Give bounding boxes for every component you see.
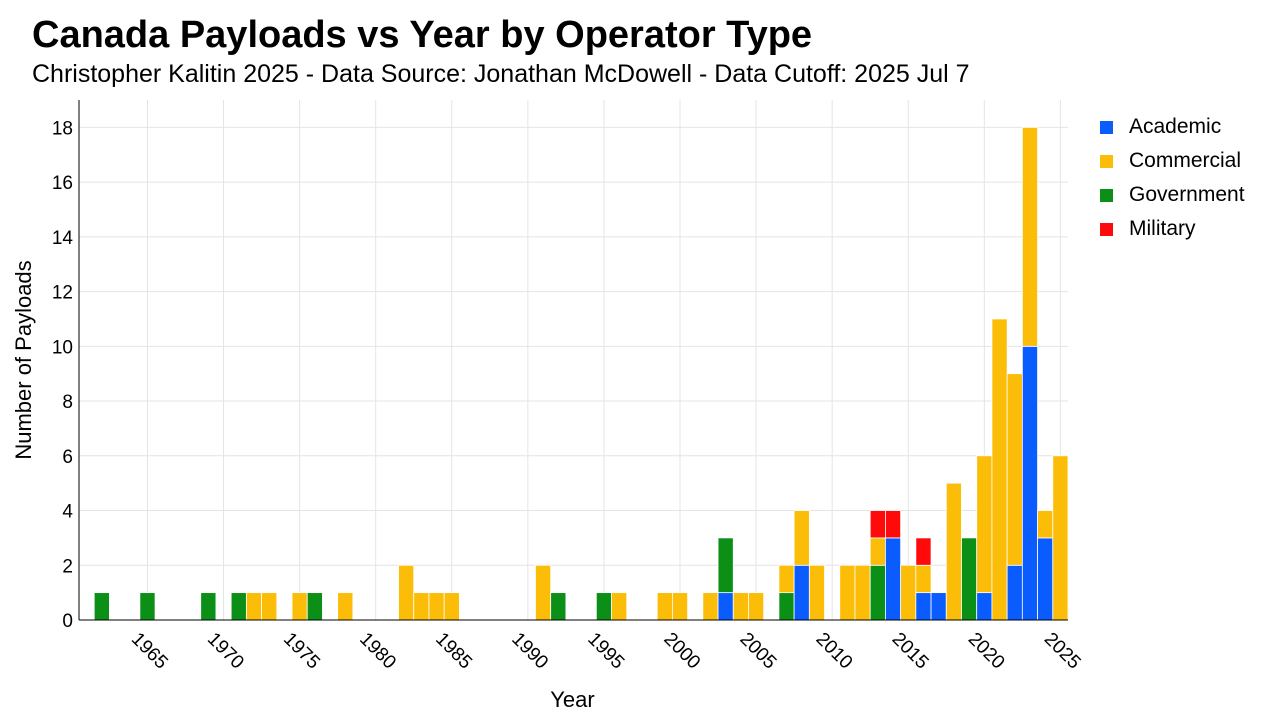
bar-commercial-1973 bbox=[261, 592, 278, 621]
bar-government-1995 bbox=[595, 592, 612, 621]
bar-military-2016 bbox=[915, 537, 932, 566]
bar-commercial-1983 bbox=[413, 592, 430, 621]
bar-commercial-1985 bbox=[443, 592, 460, 621]
y-tick-label: 4 bbox=[62, 502, 73, 523]
bar-commercial-2024 bbox=[1037, 510, 1054, 539]
x-tick-label: 1985 bbox=[431, 629, 476, 674]
bar-commercial-1972 bbox=[245, 592, 262, 621]
legend-label: Military bbox=[1129, 217, 1196, 240]
chart-title: Canada Payloads vs Year by Operator Type bbox=[32, 14, 813, 56]
x-tick-label: 2015 bbox=[888, 629, 933, 674]
bar-commercial-1984 bbox=[428, 592, 445, 621]
chart-subtitle: Christopher Kalitin 2025 - Data Source: … bbox=[32, 60, 970, 88]
bar-commercial-1999 bbox=[656, 592, 673, 621]
bar-commercial-2015 bbox=[900, 564, 917, 621]
bar-government-2003 bbox=[717, 537, 734, 594]
y-tick-label: 18 bbox=[52, 118, 73, 139]
x-tick-label: 2020 bbox=[964, 629, 1009, 674]
bar-commercial-2018 bbox=[945, 482, 962, 621]
x-tick-label: 2025 bbox=[1040, 629, 1085, 674]
bar-government-1962 bbox=[93, 592, 110, 621]
bar-government-2019 bbox=[961, 537, 978, 621]
y-tick-label: 0 bbox=[62, 611, 73, 632]
bar-academic-2016 bbox=[915, 592, 932, 621]
bar-government-1976 bbox=[306, 592, 323, 621]
bar-government-1965 bbox=[139, 592, 156, 621]
bar-commercial-2023 bbox=[1021, 126, 1038, 347]
x-tick-label: 1995 bbox=[583, 629, 628, 674]
y-axis-title: Number of Payloads bbox=[11, 260, 36, 459]
bar-commercial-2012 bbox=[854, 564, 871, 621]
bar-commercial-2011 bbox=[839, 564, 856, 621]
bar-academic-2020 bbox=[976, 592, 993, 621]
bar-academic-2023 bbox=[1021, 345, 1038, 621]
bar-commercial-1982 bbox=[398, 564, 415, 621]
x-tick-label: 1965 bbox=[127, 629, 172, 674]
y-tick-label: 2 bbox=[62, 556, 73, 577]
legend-item-military[interactable]: Military bbox=[1100, 212, 1245, 246]
x-tick-label: 1970 bbox=[203, 629, 248, 674]
bar-military-2013 bbox=[869, 510, 886, 539]
bar-commercial-2022 bbox=[1006, 373, 1023, 566]
bar-commercial-1991 bbox=[535, 564, 552, 621]
x-tick-label: 1975 bbox=[279, 629, 324, 674]
y-tick-label: 12 bbox=[52, 283, 73, 304]
bar-commercial-2004 bbox=[732, 592, 749, 621]
bar-government-1971 bbox=[230, 592, 247, 621]
bar-commercial-2009 bbox=[808, 564, 825, 621]
legend-item-academic[interactable]: Academic bbox=[1100, 110, 1245, 144]
chart-legend: Academic Commercial Government Military bbox=[1100, 110, 1245, 246]
bar-commercial-1996 bbox=[611, 592, 628, 621]
legend-swatch bbox=[1100, 154, 1113, 168]
y-tick-label: 14 bbox=[52, 228, 74, 249]
x-axis-title: Year bbox=[550, 687, 594, 712]
bar-commercial-2008 bbox=[793, 510, 810, 566]
bar-military-2014 bbox=[885, 510, 902, 539]
y-tick-label: 16 bbox=[52, 173, 73, 194]
bar-government-1969 bbox=[200, 592, 217, 621]
x-tick-label: 2010 bbox=[812, 629, 857, 674]
legend-swatch bbox=[1100, 188, 1113, 202]
bar-commercial-2002 bbox=[702, 592, 719, 621]
bar-government-2013 bbox=[869, 564, 886, 621]
bar-commercial-2021 bbox=[991, 318, 1008, 621]
bar-academic-2003 bbox=[717, 592, 734, 621]
bar-commercial-2013 bbox=[869, 537, 886, 566]
legend-label: Government bbox=[1129, 183, 1245, 206]
bar-commercial-2020 bbox=[976, 455, 993, 594]
x-tick-label: 2005 bbox=[736, 629, 781, 674]
bar-commercial-2007 bbox=[778, 564, 795, 594]
bar-academic-2008 bbox=[793, 564, 810, 621]
y-tick-label: 8 bbox=[62, 392, 73, 413]
y-tick-label: 10 bbox=[52, 337, 73, 358]
bar-academic-2022 bbox=[1006, 564, 1023, 621]
bar-commercial-2025 bbox=[1052, 455, 1069, 621]
legend-swatch bbox=[1100, 222, 1113, 236]
bar-commercial-2000 bbox=[672, 592, 689, 621]
bar-commercial-2005 bbox=[748, 592, 765, 621]
bar-commercial-2016 bbox=[915, 564, 932, 594]
x-tick-label: 2000 bbox=[659, 629, 704, 674]
bar-government-1992 bbox=[550, 592, 567, 621]
bar-commercial-1978 bbox=[337, 592, 354, 621]
legend-item-commercial[interactable]: Commercial bbox=[1100, 144, 1245, 178]
bar-academic-2014 bbox=[885, 537, 902, 621]
legend-label: Academic bbox=[1129, 115, 1222, 138]
bar-commercial-1975 bbox=[291, 592, 308, 621]
x-tick-label: 1980 bbox=[355, 629, 400, 674]
legend-item-government[interactable]: Government bbox=[1100, 178, 1245, 212]
bar-academic-2017 bbox=[930, 592, 947, 621]
bar-academic-2024 bbox=[1037, 537, 1054, 621]
legend-swatch bbox=[1100, 120, 1113, 134]
legend-label: Commercial bbox=[1129, 149, 1242, 172]
x-tick-label: 1990 bbox=[507, 629, 552, 674]
y-tick-label: 6 bbox=[62, 447, 73, 468]
bar-government-2007 bbox=[778, 592, 795, 621]
